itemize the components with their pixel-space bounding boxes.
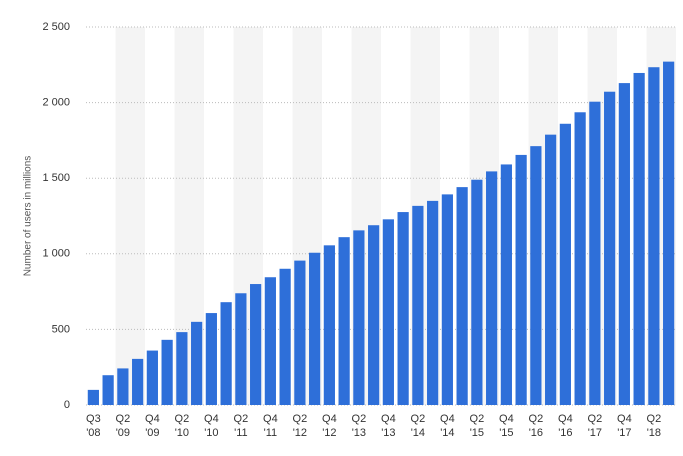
bar [220, 302, 232, 405]
x-tick-label: '13 [381, 427, 395, 439]
x-tick-label: Q4 [322, 413, 337, 425]
x-tick-label: '17 [588, 427, 602, 439]
x-tick-label: '14 [440, 427, 454, 439]
y-tick-label: 2 500 [42, 21, 70, 33]
bar [161, 339, 173, 405]
x-tick-label: Q2 [588, 413, 603, 425]
x-tick-label: Q4 [204, 413, 219, 425]
y-tick-label: 500 [52, 323, 70, 335]
x-tick-label: '15 [470, 427, 484, 439]
bar [235, 293, 247, 405]
x-tick-label: Q2 [352, 413, 367, 425]
bar [456, 187, 468, 405]
bar [441, 194, 453, 405]
y-tick-label: 1 000 [42, 248, 70, 260]
x-tick-label: '15 [499, 427, 513, 439]
x-tick-label: '14 [411, 427, 425, 439]
x-tick-label: '18 [647, 427, 661, 439]
bar [87, 389, 99, 405]
bar [589, 101, 601, 405]
x-tick-label: Q4 [263, 413, 278, 425]
x-tick-label: Q4 [440, 413, 455, 425]
bar [176, 332, 188, 405]
bar [574, 112, 586, 406]
y-tick-label: 0 [64, 399, 70, 411]
x-tick-label: Q4 [145, 413, 160, 425]
x-tick-label: '16 [529, 427, 543, 439]
bar [117, 368, 129, 405]
bar [279, 268, 291, 405]
x-tick-label: '09 [116, 427, 130, 439]
bar [500, 164, 512, 405]
x-tick-label: '10 [175, 427, 189, 439]
bar [412, 205, 424, 405]
x-tick-label: Q4 [558, 413, 573, 425]
bar [264, 277, 276, 405]
bar [250, 284, 262, 405]
x-tick-label: Q3 [86, 413, 101, 425]
bar [323, 245, 335, 405]
bar [353, 230, 365, 405]
bar [559, 123, 571, 405]
y-tick-label: 2 000 [42, 97, 70, 109]
bar [205, 313, 217, 405]
bar [530, 146, 542, 405]
bar [397, 212, 409, 405]
bar [294, 260, 306, 405]
x-tick-label: Q2 [116, 413, 131, 425]
x-tick-label: '09 [145, 427, 159, 439]
x-tick-label: '11 [234, 427, 248, 439]
x-tick-label: Q2 [234, 413, 249, 425]
bar [545, 134, 557, 405]
x-tick-label: Q4 [499, 413, 514, 425]
bar [309, 252, 321, 405]
x-tick-label: '16 [558, 427, 572, 439]
bar [604, 91, 616, 406]
background-stripe [115, 27, 145, 405]
bar [486, 171, 498, 405]
bar [633, 72, 645, 406]
bar [515, 154, 527, 405]
bar [368, 225, 380, 405]
bar [471, 179, 483, 405]
x-tick-label: '12 [293, 427, 307, 439]
bar [618, 83, 630, 405]
x-tick-label: Q2 [411, 413, 426, 425]
bar [427, 200, 439, 405]
bar [191, 321, 203, 405]
x-tick-label: '08 [86, 427, 100, 439]
bar [382, 219, 394, 405]
x-tick-label: Q2 [175, 413, 190, 425]
bar [102, 375, 114, 405]
bar [146, 350, 158, 405]
x-tick-label: '17 [617, 427, 631, 439]
y-axis-label: Number of users in millions [23, 156, 34, 277]
x-tick-label: '13 [352, 427, 366, 439]
bar [648, 67, 660, 405]
x-tick-label: Q2 [529, 413, 544, 425]
x-tick-label: '11 [264, 427, 278, 439]
x-tick-label: Q2 [293, 413, 308, 425]
bar [132, 358, 144, 405]
x-tick-label: Q4 [381, 413, 396, 425]
bar [663, 61, 675, 405]
x-tick-label: '10 [204, 427, 218, 439]
x-tick-label: Q4 [617, 413, 632, 425]
x-tick-label: '12 [322, 427, 336, 439]
x-tick-label: Q2 [470, 413, 485, 425]
y-tick-label: 1 500 [42, 172, 70, 184]
bar [338, 237, 350, 405]
x-tick-label: Q2 [647, 413, 662, 425]
